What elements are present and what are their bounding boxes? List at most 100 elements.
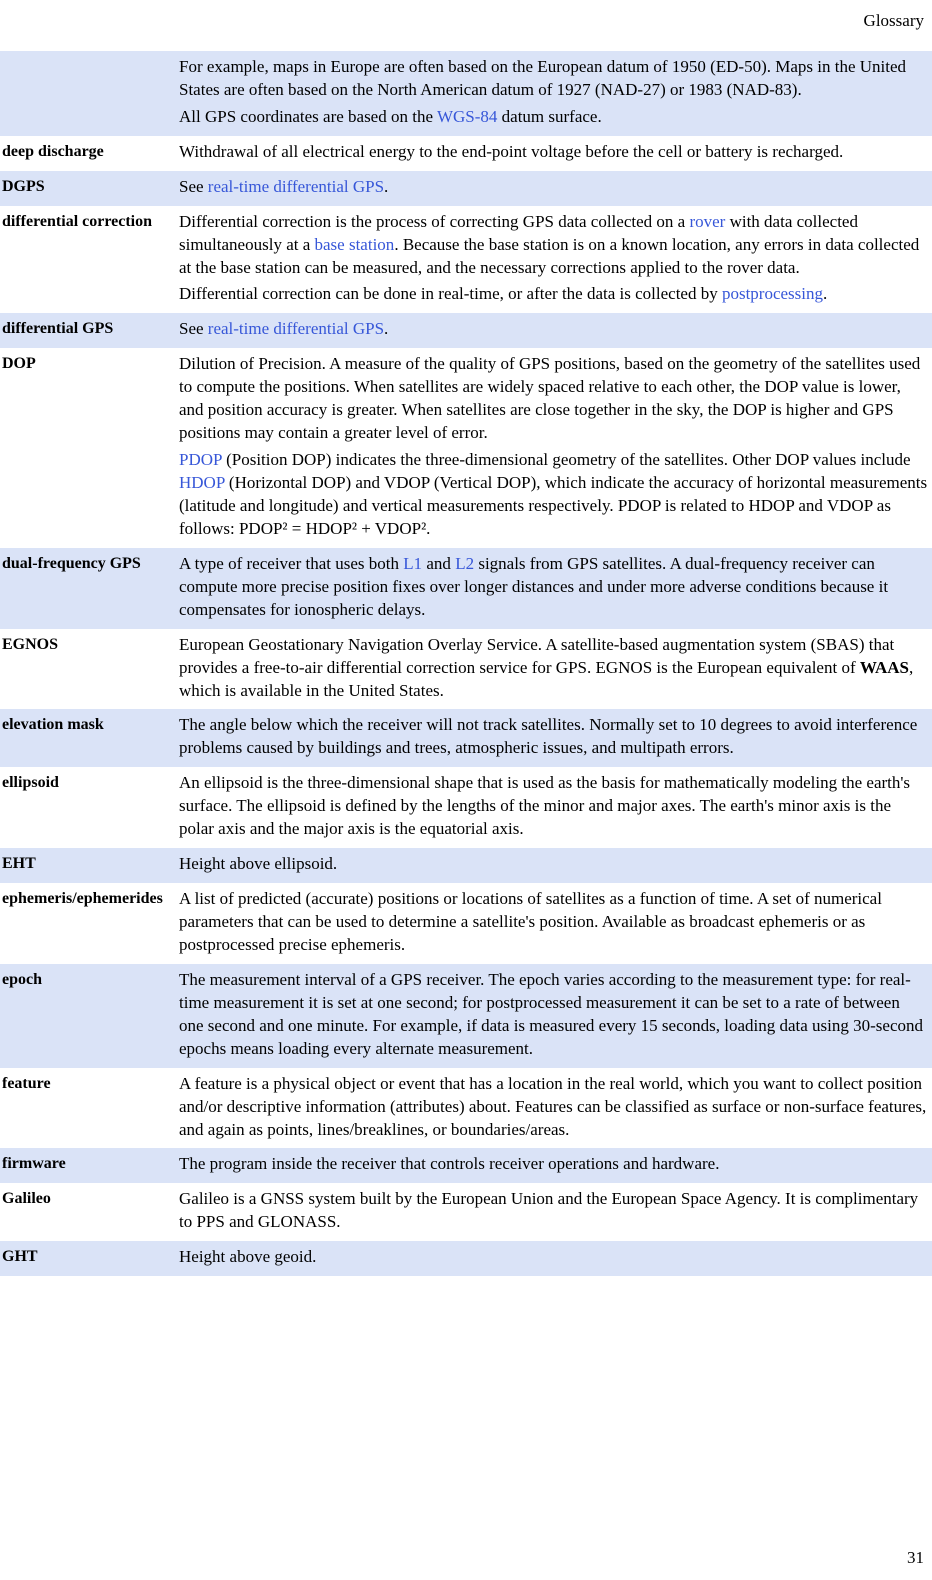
text-run: A type of receiver that uses both <box>179 554 403 573</box>
definition-paragraph: An ellipsoid is the three-dimensional sh… <box>179 772 928 841</box>
glossary-row: differential GPSSee real-time differenti… <box>0 313 932 348</box>
glossary-definition: Height above geoid. <box>175 1241 932 1276</box>
glossary-term: firmware <box>0 1148 175 1183</box>
glossary-definition: The program inside the receiver that con… <box>175 1148 932 1183</box>
glossary-row: epochThe measurement interval of a GPS r… <box>0 964 932 1068</box>
glossary-link[interactable]: base station <box>315 235 395 254</box>
glossary-link[interactable]: real-time differential GPS <box>208 319 384 338</box>
text-run: . <box>384 177 388 196</box>
glossary-term: deep discharge <box>0 136 175 171</box>
definition-paragraph: PDOP (Position DOP) indicates the three-… <box>179 449 928 541</box>
text-run: The measurement interval of a GPS receiv… <box>179 970 923 1058</box>
bold-text: WAAS <box>860 658 909 677</box>
text-run: Differential correction is the process o… <box>179 212 689 231</box>
glossary-definition: See real-time differential GPS. <box>175 313 932 348</box>
glossary-term <box>0 51 175 136</box>
text-run: A list of predicted (accurate) positions… <box>179 889 882 954</box>
glossary-term: ephemeris/ephemerides <box>0 883 175 964</box>
definition-paragraph: A list of predicted (accurate) positions… <box>179 888 928 957</box>
glossary-row: GHTHeight above geoid. <box>0 1241 932 1276</box>
text-run: The angle below which the receiver will … <box>179 715 917 757</box>
text-run: datum surface. <box>497 107 601 126</box>
glossary-term: epoch <box>0 964 175 1068</box>
glossary-definition: Galileo is a GNSS system built by the Eu… <box>175 1183 932 1241</box>
glossary-definition: A list of predicted (accurate) positions… <box>175 883 932 964</box>
text-run: Withdrawal of all electrical energy to t… <box>179 142 843 161</box>
glossary-term: EHT <box>0 848 175 883</box>
definition-paragraph: See real-time differential GPS. <box>179 318 928 341</box>
glossary-row: ephemeris/ephemeridesA list of predicted… <box>0 883 932 964</box>
glossary-term: elevation mask <box>0 709 175 767</box>
glossary-link[interactable]: rover <box>689 212 725 231</box>
text-run: See <box>179 177 208 196</box>
glossary-row: DOPDilution of Precision. A measure of t… <box>0 348 932 548</box>
page-header-title: Glossary <box>0 10 932 33</box>
definition-paragraph: The program inside the receiver that con… <box>179 1153 928 1176</box>
glossary-term: feature <box>0 1068 175 1149</box>
glossary-row: ellipsoidAn ellipsoid is the three-dimen… <box>0 767 932 848</box>
definition-paragraph: All GPS coordinates are based on the WGS… <box>179 106 928 129</box>
glossary-row: featureA feature is a physical object or… <box>0 1068 932 1149</box>
text-run: (Horizontal DOP) and VDOP (Vertical DOP)… <box>179 473 927 538</box>
glossary-row: GalileoGalileo is a GNSS system built by… <box>0 1183 932 1241</box>
text-run: Height above ellipsoid. <box>179 854 337 873</box>
glossary-link[interactable]: L1 <box>403 554 422 573</box>
page-number: 31 <box>907 1547 924 1570</box>
glossary-definition: Height above ellipsoid. <box>175 848 932 883</box>
glossary-definition: An ellipsoid is the three-dimensional sh… <box>175 767 932 848</box>
glossary-definition: A feature is a physical object or event … <box>175 1068 932 1149</box>
text-run: Galileo is a GNSS system built by the Eu… <box>179 1189 918 1231</box>
glossary-definition: The measurement interval of a GPS receiv… <box>175 964 932 1068</box>
glossary-link[interactable]: PDOP <box>179 450 222 469</box>
text-run: For example, maps in Europe are often ba… <box>179 57 906 99</box>
text-run: (Position DOP) indicates the three-dimen… <box>222 450 911 469</box>
definition-paragraph: For example, maps in Europe are often ba… <box>179 56 928 102</box>
text-run: Height above geoid. <box>179 1247 316 1266</box>
glossary-definition: European Geostationary Navigation Overla… <box>175 629 932 710</box>
definition-paragraph: Galileo is a GNSS system built by the Eu… <box>179 1188 928 1234</box>
definition-paragraph: A feature is a physical object or event … <box>179 1073 928 1142</box>
glossary-definition: A type of receiver that uses both L1 and… <box>175 548 932 629</box>
glossary-term: differential correction <box>0 206 175 314</box>
glossary-term: GHT <box>0 1241 175 1276</box>
definition-paragraph: The angle below which the receiver will … <box>179 714 928 760</box>
glossary-term: EGNOS <box>0 629 175 710</box>
text-run: See <box>179 319 208 338</box>
text-run: European Geostationary Navigation Overla… <box>179 635 894 677</box>
glossary-link[interactable]: real-time differential GPS <box>208 177 384 196</box>
text-run: and <box>422 554 455 573</box>
glossary-term: DGPS <box>0 171 175 206</box>
definition-paragraph: A type of receiver that uses both L1 and… <box>179 553 928 622</box>
glossary-term: DOP <box>0 348 175 548</box>
glossary-row: differential correctionDifferential corr… <box>0 206 932 314</box>
definition-paragraph: Dilution of Precision. A measure of the … <box>179 353 928 445</box>
definition-paragraph: See real-time differential GPS. <box>179 176 928 199</box>
definition-paragraph: Height above geoid. <box>179 1246 928 1269</box>
glossary-row: deep dischargeWithdrawal of all electric… <box>0 136 932 171</box>
definition-paragraph: European Geostationary Navigation Overla… <box>179 634 928 703</box>
text-run: An ellipsoid is the three-dimensional sh… <box>179 773 910 838</box>
text-run: . <box>384 319 388 338</box>
text-run: The program inside the receiver that con… <box>179 1154 719 1173</box>
glossary-term: Galileo <box>0 1183 175 1241</box>
glossary-row: elevation maskThe angle below which the … <box>0 709 932 767</box>
glossary-row: For example, maps in Europe are often ba… <box>0 51 932 136</box>
glossary-link[interactable]: postprocessing <box>722 284 823 303</box>
glossary-link[interactable]: HDOP <box>179 473 225 492</box>
glossary-definition: Differential correction is the process o… <box>175 206 932 314</box>
glossary-term: differential GPS <box>0 313 175 348</box>
definition-paragraph: Differential correction is the process o… <box>179 211 928 280</box>
glossary-definition: See real-time differential GPS. <box>175 171 932 206</box>
glossary-link[interactable]: WGS-84 <box>437 107 497 126</box>
text-run: A feature is a physical object or event … <box>179 1074 926 1139</box>
text-run: All GPS coordinates are based on the <box>179 107 437 126</box>
definition-paragraph: Differential correction can be done in r… <box>179 283 928 306</box>
glossary-table: For example, maps in Europe are often ba… <box>0 51 932 1276</box>
glossary-row: firmwareThe program inside the receiver … <box>0 1148 932 1183</box>
definition-paragraph: The measurement interval of a GPS receiv… <box>179 969 928 1061</box>
definition-paragraph: Withdrawal of all electrical energy to t… <box>179 141 928 164</box>
glossary-link[interactable]: L2 <box>455 554 474 573</box>
glossary-definition: The angle below which the receiver will … <box>175 709 932 767</box>
glossary-term: dual-frequency GPS <box>0 548 175 629</box>
glossary-term: ellipsoid <box>0 767 175 848</box>
